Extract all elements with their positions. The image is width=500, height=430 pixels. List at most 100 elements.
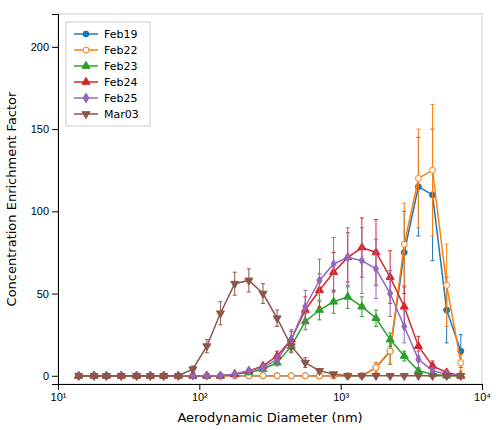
tick: 0 <box>43 370 58 382</box>
legend-label: Feb19 <box>104 28 137 41</box>
error-bar-cap <box>332 290 336 291</box>
error-bar-cap <box>374 326 378 327</box>
error-bar-cap <box>247 268 251 269</box>
point <box>288 373 294 379</box>
point <box>315 305 323 312</box>
point <box>458 360 464 366</box>
point <box>388 289 393 298</box>
error-bar <box>388 271 392 317</box>
point <box>302 373 308 379</box>
error-bar <box>459 354 463 370</box>
point <box>331 260 336 269</box>
tick-label: 100 <box>31 205 49 217</box>
error-bar-cap <box>360 316 364 317</box>
error-bar-cap <box>191 365 195 366</box>
legend-marker <box>82 61 90 68</box>
point <box>373 365 379 371</box>
error-bar-cap <box>205 352 209 353</box>
point <box>400 302 408 309</box>
error-bar-cap <box>332 291 336 292</box>
error-bar <box>402 310 406 343</box>
legend-item: Feb23 <box>74 60 137 73</box>
tick-label: 200 <box>31 41 49 53</box>
legend-marker <box>83 31 89 37</box>
error-bar-cap <box>233 295 237 296</box>
legend-label: Feb25 <box>104 92 137 105</box>
series <box>76 104 464 378</box>
error-bar-cap <box>303 323 307 324</box>
error-bar-cap <box>218 301 222 302</box>
point <box>401 241 407 247</box>
tick: 50 <box>37 288 58 300</box>
error-bar-cap <box>374 372 378 373</box>
error-bar-cap <box>317 306 321 307</box>
point <box>231 281 239 288</box>
point <box>372 314 380 321</box>
point <box>387 348 393 354</box>
error-bar-cap <box>332 237 336 238</box>
error-bar-cap <box>275 310 279 311</box>
point <box>301 360 309 367</box>
error-bar-cap <box>445 342 449 343</box>
tick: 150 <box>31 123 58 135</box>
error-bar-cap <box>205 339 209 340</box>
legend-marker <box>83 47 89 53</box>
error-bar-cap <box>360 217 364 218</box>
error-bar <box>374 239 378 298</box>
point <box>275 355 280 364</box>
point <box>117 373 125 380</box>
error-bar-cap <box>346 308 350 309</box>
error-bar-cap <box>218 324 222 325</box>
point <box>430 167 436 173</box>
error-bar-cap <box>317 301 321 302</box>
tick-label: 10³ <box>333 391 349 403</box>
error-bar-cap <box>416 236 420 237</box>
point <box>344 292 352 299</box>
tick-mark <box>52 294 58 295</box>
point <box>358 302 366 309</box>
tick-mark <box>52 129 58 130</box>
legend-marker <box>82 77 90 84</box>
error-bar <box>317 259 321 302</box>
series <box>76 228 463 380</box>
point <box>274 373 280 379</box>
x-axis: 10¹10²10³10⁴ <box>51 384 492 403</box>
error-bar-cap <box>289 339 293 340</box>
tick-mark <box>52 47 58 48</box>
point <box>400 373 408 380</box>
axis-line <box>52 15 59 385</box>
point <box>429 373 437 380</box>
point <box>75 373 83 380</box>
error-bar-cap <box>346 227 350 228</box>
error-bar-cap <box>317 259 321 260</box>
error-bar-cap <box>431 260 435 261</box>
legend-item: Feb19 <box>74 28 137 41</box>
series <box>75 269 465 381</box>
error-bar <box>402 203 406 285</box>
point <box>288 373 294 379</box>
point <box>414 342 422 349</box>
error-bar-cap <box>388 250 392 251</box>
error-bar-cap <box>303 329 307 330</box>
tick-label: 10² <box>192 391 208 403</box>
error-bar-cap <box>459 354 463 355</box>
error-bar-cap <box>416 367 420 368</box>
point <box>330 297 338 304</box>
point <box>146 373 154 380</box>
line <box>79 280 461 375</box>
error-bar-cap <box>261 303 265 304</box>
point <box>457 373 465 380</box>
error-bar-cap <box>388 364 392 365</box>
legend-marker <box>82 112 90 119</box>
error-bar-cap <box>402 285 406 286</box>
error-bar <box>332 238 336 291</box>
line <box>79 170 461 376</box>
error-bar-cap <box>374 362 378 363</box>
error-bar-cap <box>445 326 449 327</box>
error-bar-cap <box>431 236 435 237</box>
error-bar <box>374 363 378 373</box>
tick-mark <box>482 384 483 390</box>
error-bar-cap <box>275 365 279 366</box>
error-bar-cap <box>303 357 307 358</box>
error-bar-cap <box>402 310 406 311</box>
